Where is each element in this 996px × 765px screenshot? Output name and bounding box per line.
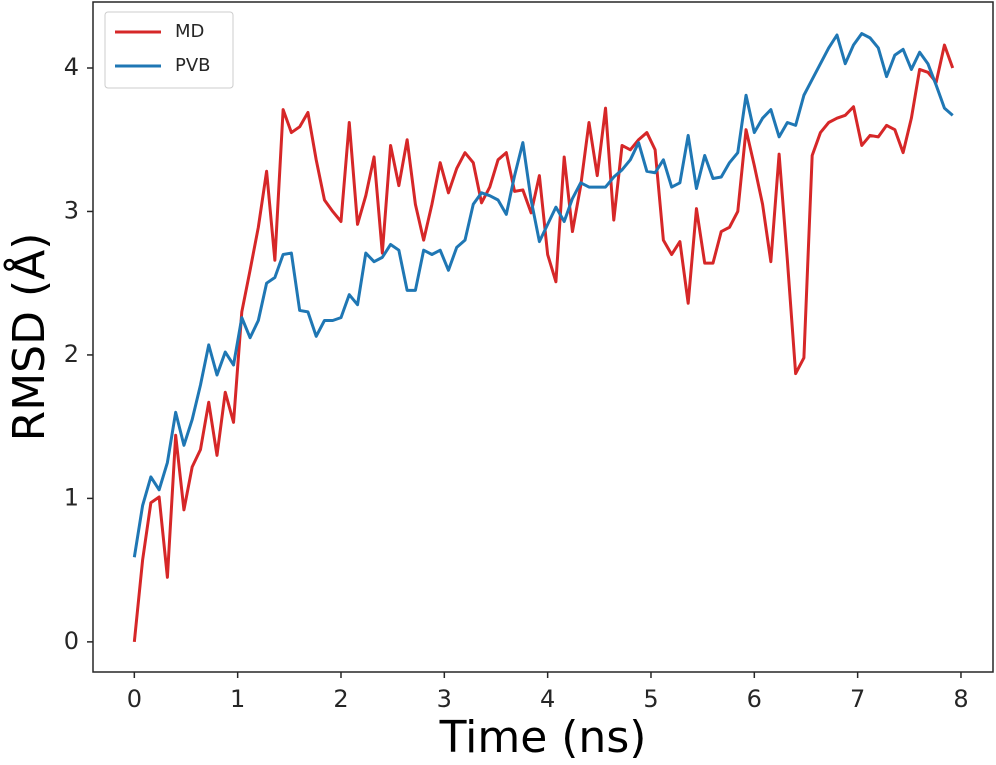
plot-frame: [92, 1, 994, 673]
y-tick-label: 3: [64, 196, 79, 224]
x-tick-label: 4: [540, 685, 555, 713]
data-line: [132, 32, 954, 558]
y-axis-label: RMSD (Å): [2, 233, 55, 442]
y-tick-label: 1: [64, 483, 79, 511]
x-tick-label: 2: [333, 685, 348, 713]
x-axis-label: Time (ns): [439, 712, 647, 763]
x-tick-label: 0: [127, 685, 142, 713]
data-line: [132, 43, 955, 643]
legend-box: [104, 11, 234, 89]
x-tick-label: 7: [850, 685, 865, 713]
legend-label: PVB: [175, 55, 211, 76]
legend-label: MD: [175, 21, 204, 42]
y-tick-label: 2: [64, 340, 79, 368]
y-tick-label: 4: [64, 53, 79, 81]
x-tick-label: 3: [437, 685, 452, 713]
y-tick-label: 0: [64, 627, 79, 655]
x-tick-label: 1: [230, 685, 245, 713]
x-tick-label: 6: [747, 685, 762, 713]
x-tick-label: 8: [953, 685, 968, 713]
x-tick-label: 5: [643, 685, 658, 713]
